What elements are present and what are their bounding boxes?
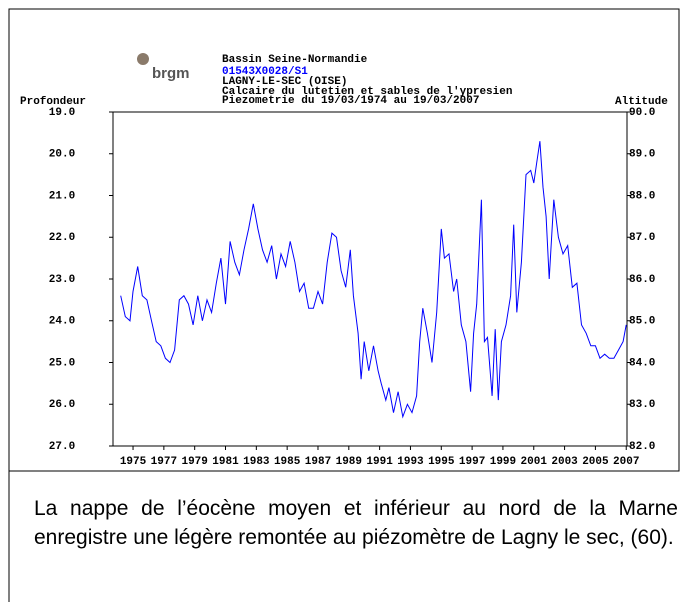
x-tick-label: 1981	[212, 456, 239, 468]
y-tick-label: 19.0	[49, 107, 75, 119]
y-tick-label: 23.0	[49, 274, 75, 286]
logo: brgm	[152, 65, 190, 82]
x-tick-label: 2001	[521, 456, 548, 468]
x-tick-label: 2007	[613, 456, 639, 468]
x-tick-label: 1979	[181, 456, 207, 468]
x-tick-label: 1997	[459, 456, 485, 468]
x-tick-label: 1989	[336, 456, 362, 468]
y-tick-label: 20.0	[49, 149, 75, 161]
header-line: Piezometrie du 19/03/1974 au 19/03/2007	[222, 95, 479, 107]
x-tick-label: 1977	[151, 456, 177, 468]
y2-tick-label: 87.0	[629, 232, 655, 244]
y-axis-label: Profondeur	[20, 96, 86, 108]
y2-tick-label: 82.0	[629, 441, 655, 453]
data-line	[120, 141, 627, 419]
x-tick-label: 1975	[120, 456, 147, 468]
x-tick-label: 1985	[274, 456, 301, 468]
x-tick-label: 1995	[428, 456, 455, 468]
y-tick-label: 24.0	[49, 316, 75, 328]
frame	[8, 8, 680, 472]
x-tick-label: 1983	[243, 456, 270, 468]
y2-axis-label: Altitude	[615, 96, 668, 108]
x-tick-label: 1993	[397, 456, 424, 468]
x-tick-label: 2003	[551, 456, 578, 468]
x-tick-label: 1991	[366, 456, 393, 468]
logo-mark	[137, 53, 149, 65]
plot-area	[112, 111, 628, 447]
y2-tick-label: 83.0	[629, 399, 655, 411]
caption: La nappe de l’éocène moyen et inférieur …	[34, 497, 678, 549]
header-line: Calcaire du lutetien et sables de l'ypre…	[222, 86, 512, 98]
y-tick-label: 25.0	[49, 357, 75, 369]
station-code: 01543X0028/S1	[222, 66, 308, 78]
x-tick-label: 2005	[582, 456, 609, 468]
x-tick-label: 1987	[305, 456, 331, 468]
y-tick-label: 21.0	[49, 190, 75, 202]
y2-tick-label: 88.0	[629, 190, 655, 202]
y2-tick-label: 89.0	[629, 149, 655, 161]
y-tick-label: 26.0	[49, 399, 75, 411]
y2-tick-label: 84.0	[629, 357, 655, 369]
y2-tick-label: 85.0	[629, 316, 655, 328]
header-line: LAGNY-LE-SEC (OISE)	[222, 76, 347, 88]
chart-title: Bassin Seine-Normandie	[222, 54, 368, 66]
y-tick-label: 22.0	[49, 232, 75, 244]
y2-tick-label: 86.0	[629, 274, 655, 286]
y2-tick-label: 90.0	[629, 107, 655, 119]
y-tick-label: 27.0	[49, 441, 75, 453]
x-tick-label: 1999	[490, 456, 516, 468]
